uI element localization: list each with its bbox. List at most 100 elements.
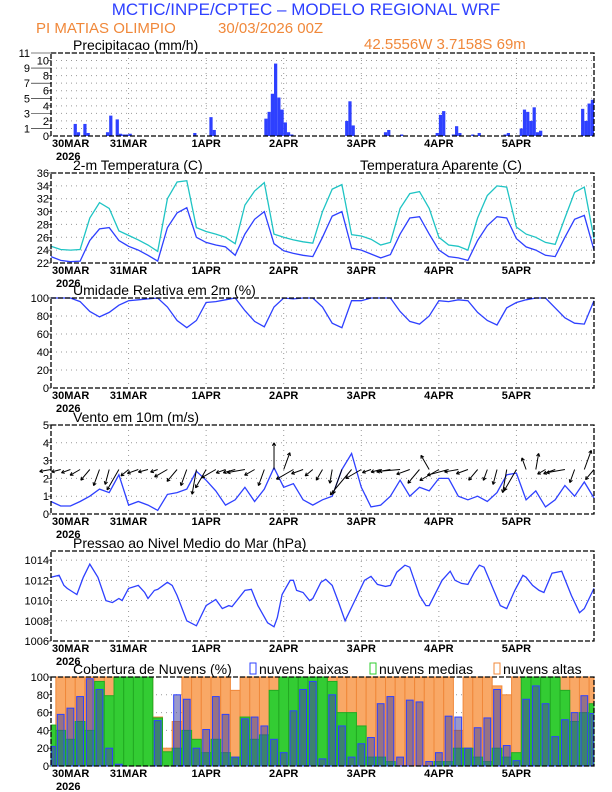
y-tick-label: 0 [43, 761, 49, 773]
legend-swatch-icon [249, 662, 257, 675]
wind-arrow [378, 468, 401, 474]
wind-arrow [535, 453, 541, 470]
x-tick-label: 31MAR [110, 265, 147, 277]
mid-cloud-bar [142, 676, 154, 767]
x-tick-label: 5APR [502, 138, 531, 150]
low-cloud-bar [425, 761, 434, 767]
wind-arrow [271, 442, 277, 470]
low-cloud-bar [260, 725, 269, 767]
temperature-title: 2-m Temperatura (C) [73, 157, 203, 173]
wind-arrow [420, 454, 430, 470]
low-cloud-bar [153, 720, 162, 767]
y-tick-label: 1006 [25, 636, 49, 648]
x-tick-label: 31MAR [110, 390, 147, 402]
cloud-title: Cobertura de Nuvens (%) [73, 661, 232, 677]
precip-bar [535, 132, 540, 136]
low-cloud-bar [541, 703, 550, 767]
low-cloud-bar [211, 696, 220, 767]
y-tick-label: 1012 [25, 575, 49, 587]
x-tick-label: 4APR [424, 643, 453, 655]
wind-arrow [51, 469, 61, 474]
x-tick-label: 1APR [191, 768, 220, 780]
high-cloud-bar [229, 689, 241, 767]
low-cloud-bar [444, 715, 453, 767]
wind-arrow [455, 469, 469, 475]
precip-bar [212, 129, 216, 136]
low-cloud-bar [473, 727, 482, 767]
y-tick-label: 40 [37, 347, 49, 359]
wind-arrow [179, 469, 188, 487]
wind-arrow [276, 469, 294, 480]
panel-5: 0 20 40 60 80 100 30MAR 31MAR 1APR 2APR 3APR 4APR 5A… [31, 661, 595, 792]
panel-0: 0 1 2 3 4 5 6 7 8 9 10 11 30MAR 31MAR 1APR 2APR 3APR 4APR… [19, 37, 595, 163]
precip-bar [590, 99, 594, 136]
precip-bar [76, 132, 81, 136]
plot-frame [50, 297, 595, 389]
panel-3: 0 1 2 3 4 5 30MAR 31MAR 1APR 2APR 3APR 4APR 5APR 2026… [39, 409, 595, 541]
cloud-legend-label: nuvens medias [379, 661, 473, 677]
station-name: PI MATIAS OLIMPIO [36, 20, 176, 37]
wind-arrow [39, 468, 52, 474]
x-year-label: 2026 [56, 151, 80, 163]
plot-frame [50, 676, 595, 767]
x-tick-label: 1APR [191, 643, 220, 655]
low-cloud-bar [589, 712, 594, 767]
low-cloud-bar [522, 698, 531, 767]
wind-arrow [244, 469, 255, 476]
x-tick-label: 1APR [191, 390, 220, 402]
x-tick-label: 5APR [502, 390, 531, 402]
low-cloud-bar [405, 699, 414, 767]
low-cloud-bar [531, 685, 540, 767]
wind-arrow [520, 457, 527, 470]
low-cloud-bar [66, 707, 75, 767]
precip-bar [115, 119, 119, 136]
y-tick-label: 60 [37, 708, 49, 720]
precip-bar [438, 114, 443, 136]
y-tick-label: 20 [37, 743, 49, 755]
wind-arrow [426, 469, 449, 477]
low-cloud-bar [231, 756, 240, 767]
wind-arrow [304, 469, 314, 477]
low-cloud-bar [192, 747, 201, 767]
low-cloud-bar [182, 698, 191, 767]
wind-arrow [543, 469, 556, 475]
precip-bar [351, 125, 355, 136]
y-tick-label: 24 [37, 245, 49, 257]
x-tick-label: 31MAR [110, 643, 147, 655]
precip-bar [128, 133, 132, 136]
x-tick-label: 4APR [424, 768, 453, 780]
low-cloud-bar [396, 756, 404, 767]
x-tick-label: 5APR [502, 265, 531, 277]
y-tick-label: 9 [24, 63, 30, 75]
x-year-label: 2026 [56, 781, 80, 792]
low-cloud-bar [85, 678, 94, 767]
wind-arrow [491, 469, 498, 485]
y-tick-label: 80 [37, 690, 49, 702]
plot-frame [50, 172, 595, 264]
wind-arrow [345, 469, 362, 479]
x-tick-label: 4APR [424, 390, 453, 402]
humidity-line [51, 297, 595, 329]
low-cloud-bar [357, 743, 366, 767]
wind-arrow [361, 469, 372, 474]
wind-arrow [190, 469, 197, 495]
x-tick-label: 5APR [502, 768, 531, 780]
header-title: MCTIC/INPE/CPTEC – MODELO REGIONAL WRF [112, 0, 501, 19]
wind-arrow [537, 469, 546, 475]
y-tick-label: 2 [43, 116, 49, 128]
x-tick-label: 30MAR [52, 265, 89, 277]
x-tick-label: 2APR [269, 768, 298, 780]
precip-bar [587, 103, 591, 136]
plot-frame [50, 424, 595, 515]
cloud-legend-label: nuvens baixas [259, 661, 349, 677]
wind-arrow [257, 469, 265, 487]
wind-arrow [396, 469, 410, 476]
wind-arrow [137, 469, 149, 474]
wind-arrow [103, 469, 110, 485]
x-year-label: 2026 [56, 403, 80, 415]
y-tick-label: 6 [43, 86, 49, 98]
precip-bar [383, 132, 388, 136]
